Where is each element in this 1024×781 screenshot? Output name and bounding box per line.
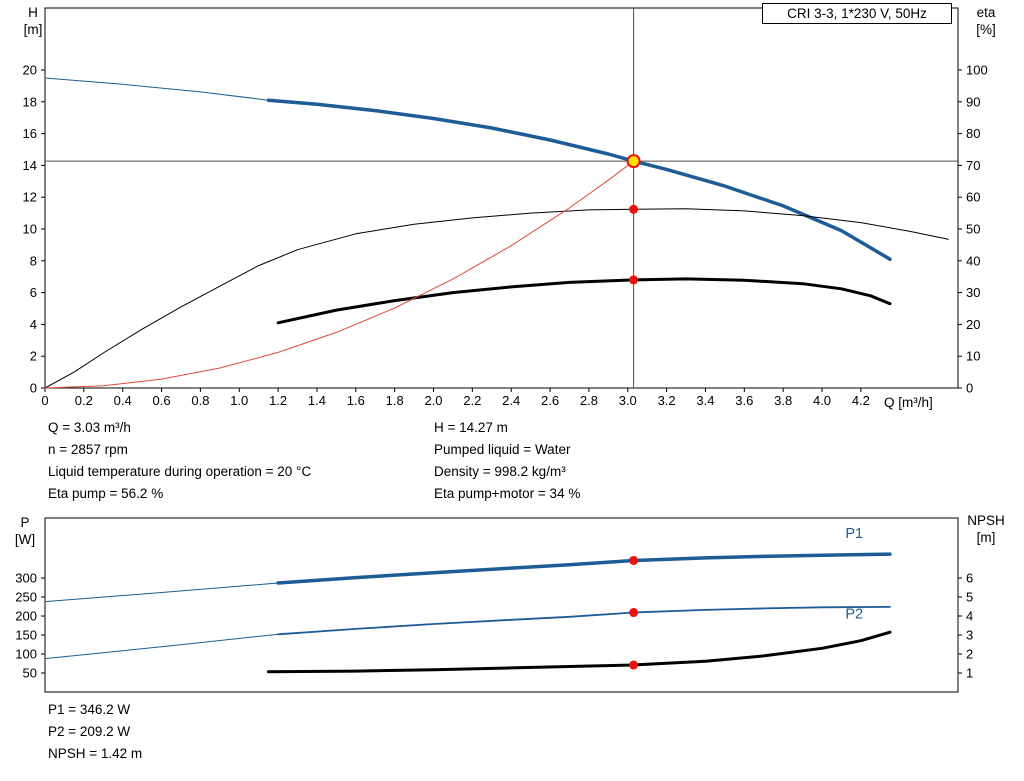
x-tick-label: 1.0: [230, 393, 248, 408]
operating-data-right: H = 14.27 m Pumped liquid = Water Densit…: [434, 417, 580, 505]
x-tick-label: 3.0: [619, 393, 637, 408]
x-tick-label: 0.8: [191, 393, 209, 408]
y-left-tick-label: 20: [23, 63, 37, 78]
system-curve: [44, 160, 635, 389]
y-left-tick-label: 0: [30, 381, 37, 396]
eta-pump-motor-point: [629, 275, 639, 285]
eta-axis-label: eta [%]: [976, 5, 996, 37]
result-line-npsh: NPSH = 1.42 m: [48, 746, 143, 761]
npsh-axis-label: NPSH [m]: [967, 513, 1005, 545]
y-left-tick-label: 150: [15, 628, 37, 643]
y-left-tick-label: 8: [30, 253, 37, 268]
x-tick-label: 0: [41, 393, 48, 408]
x-tick-label: 1.2: [269, 393, 287, 408]
y-left-tick-label: 18: [23, 94, 37, 109]
y-left-tick-label: 50: [23, 666, 37, 681]
x-tick-label: 0.2: [75, 393, 93, 408]
y-right-tick-label: 1: [966, 666, 973, 681]
plot-frame: [44, 517, 959, 693]
p2-curve: [277, 606, 891, 636]
x-tick-label: 1.8: [386, 393, 404, 408]
info-line-h: H = 14.27 m: [434, 420, 508, 435]
x-tick-label: 2.6: [541, 393, 559, 408]
eta-pump-motor-curve: [276, 277, 892, 325]
eta-pump-curve: [44, 208, 949, 389]
y-right-tick-label: 2: [966, 647, 973, 662]
y-right-tick-label: 100: [966, 63, 988, 78]
x-tick-label: 1.4: [308, 393, 326, 408]
p-axis-label: P [W]: [14, 515, 36, 547]
h-axis-label: H [m]: [23, 5, 43, 37]
x-tick-label: 0.6: [153, 393, 171, 408]
y-right-tick-label: 70: [966, 158, 980, 173]
plot-frame: [44, 7, 959, 389]
x-tick-label: 2.8: [580, 393, 598, 408]
hq-eta-chart: 0 0.2 0.4 0.6 0.8 1.0 1.2 1.4 1.6 1.8 2.0 2.2 2.4 2.6…: [23, 7, 988, 408]
p2-point: [629, 608, 639, 618]
y-right-tick-label: 30: [966, 285, 980, 300]
info-line-liquid: Pumped liquid = Water: [434, 442, 571, 457]
y-right-tick-label: 60: [966, 190, 980, 205]
h-curve-extension: [44, 77, 269, 101]
y-left-tick-label: 250: [15, 590, 37, 605]
duty-point-marker: [626, 154, 641, 169]
y-left-tick-label: 16: [23, 126, 37, 141]
y-left-tick-label: 100: [15, 647, 37, 662]
y-right-tick-label: 90: [966, 94, 980, 109]
npsh-point: [629, 660, 639, 670]
info-line-q: Q = 3.03 m³/h: [48, 420, 131, 435]
y-left-tick-label: 4: [30, 317, 37, 332]
result-line-p2: P2 = 209.2 W: [48, 724, 131, 739]
npsh-curve: [266, 630, 892, 674]
p1-point: [629, 555, 639, 565]
h-curve: [266, 98, 892, 261]
y-right-tick-label: 50: [966, 222, 980, 237]
p1-curve: [276, 552, 892, 585]
power-npsh-chart: 50 100 150 200 250 300 1 2 3 4 5 6 P1 P2: [15, 517, 973, 693]
x-tick-label: 2.0: [424, 393, 442, 408]
x-tick-label: 4.0: [813, 393, 831, 408]
y-left-tick-label: 6: [30, 285, 37, 300]
x-tick-label: 1.6: [347, 393, 365, 408]
y-left-tick-label: 12: [23, 190, 37, 205]
x-tick-label: 3.4: [696, 393, 714, 408]
x-tick-label: 3.2: [658, 393, 676, 408]
x-tick-label: 3.6: [735, 393, 753, 408]
y-left-tick-label: 14: [23, 158, 37, 173]
y-left-tick-label: 2: [30, 349, 37, 364]
result-line-p1: P1 = 346.2 W: [48, 702, 131, 717]
operating-data-left: Q = 3.03 m³/h n = 2857 rpm Liquid temper…: [48, 417, 311, 505]
x-tick-label: 0.4: [114, 393, 132, 408]
y-right-tick-label: 3: [966, 628, 973, 643]
x-tick-label: 4.2: [852, 393, 870, 408]
x-tick-label: 2.4: [502, 393, 520, 408]
x-tick-label: 3.8: [774, 393, 792, 408]
y-right-tick-label: 5: [966, 590, 973, 605]
p1-curve-extension: [44, 582, 279, 603]
y-left-tick-label: 200: [15, 609, 37, 624]
y-left-tick-label: 300: [15, 571, 37, 586]
y-right-tick-label: 10: [966, 349, 980, 364]
result-panel: P1 = 346.2 W P2 = 209.2 W NPSH = 1.42 m: [48, 699, 142, 765]
info-line-eta-total: Eta pump+motor = 34 %: [434, 486, 581, 501]
info-line-density: Density = 998.2 kg/m³: [434, 464, 566, 479]
info-line-n: n = 2857 rpm: [48, 442, 128, 457]
p2-curve-extension: [44, 633, 279, 660]
info-line-temp: Liquid temperature during operation = 20…: [48, 464, 312, 479]
y-right-tick-label: 0: [966, 381, 973, 396]
eta-pump-point: [629, 204, 639, 214]
y-left-tick-label: 10: [23, 222, 37, 237]
y-right-tick-label: 4: [966, 609, 973, 624]
p1-label: P1: [845, 526, 863, 542]
x-tick-label: 2.2: [463, 393, 481, 408]
y-right-tick-label: 80: [966, 126, 980, 141]
y-right-tick-label: 20: [966, 317, 980, 332]
y-right-tick-label: 40: [966, 253, 980, 268]
q-axis-label: Q [m³/h]: [884, 395, 933, 410]
p2-label: P2: [845, 607, 863, 623]
info-line-eta-pump: Eta pump = 56.2 %: [48, 486, 164, 501]
pump-type-title: CRI 3-3, 1*230 V, 50Hz: [762, 3, 952, 24]
y-right-tick-label: 6: [966, 571, 973, 586]
